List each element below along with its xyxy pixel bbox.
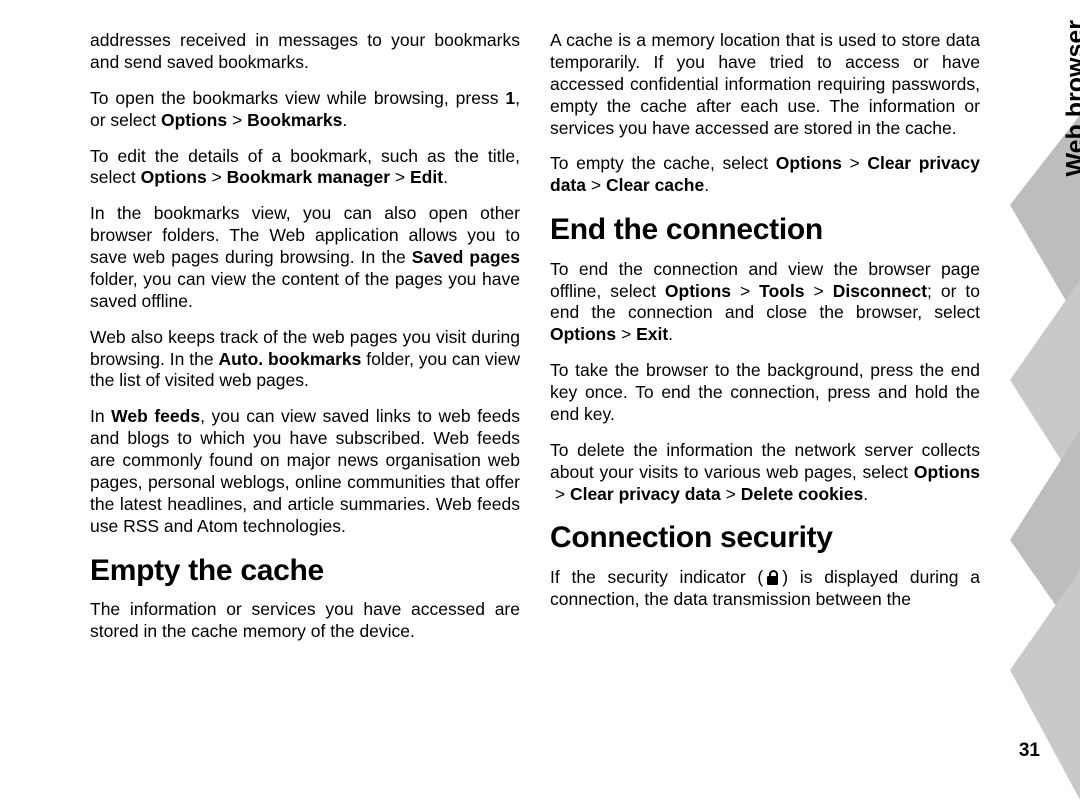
body-text: To end the connection and view the brows… — [550, 259, 980, 347]
body-text: To take the browser to the background, p… — [550, 360, 980, 426]
body-text: A cache is a memory location that is use… — [550, 30, 980, 139]
page-number: 31 — [1019, 740, 1040, 762]
decor-triangle-icon — [1010, 570, 1080, 800]
section-heading: Connection security — [550, 519, 980, 557]
section-heading: End the connection — [550, 211, 980, 249]
body-text: In Web feeds, you can view saved links t… — [90, 406, 520, 537]
body-text: addresses received in messages to your b… — [90, 30, 520, 74]
page-content: addresses received in messages to your b… — [0, 0, 1010, 780]
body-text: To delete the information the network se… — [550, 440, 980, 506]
tab-label: Web browser — [1062, 20, 1080, 177]
body-text: The information or services you have acc… — [90, 599, 520, 643]
right-column: A cache is a memory location that is use… — [550, 30, 980, 760]
body-text: To edit the details of a bookmark, such … — [90, 146, 520, 190]
body-text: To open the bookmarks view while browsin… — [90, 88, 520, 132]
body-text: To empty the cache, select OptionsClear … — [550, 153, 980, 197]
left-column: addresses received in messages to your b… — [90, 30, 520, 760]
body-text: Web also keeps track of the web pages yo… — [90, 327, 520, 393]
sidebar-tab: Web browser 31 — [1010, 0, 1080, 780]
section-heading: Empty the cache — [90, 552, 520, 590]
body-text: In the bookmarks view, you can also open… — [90, 203, 520, 312]
body-text: If the security indicator () is displaye… — [550, 567, 980, 611]
lock-icon — [765, 570, 780, 585]
